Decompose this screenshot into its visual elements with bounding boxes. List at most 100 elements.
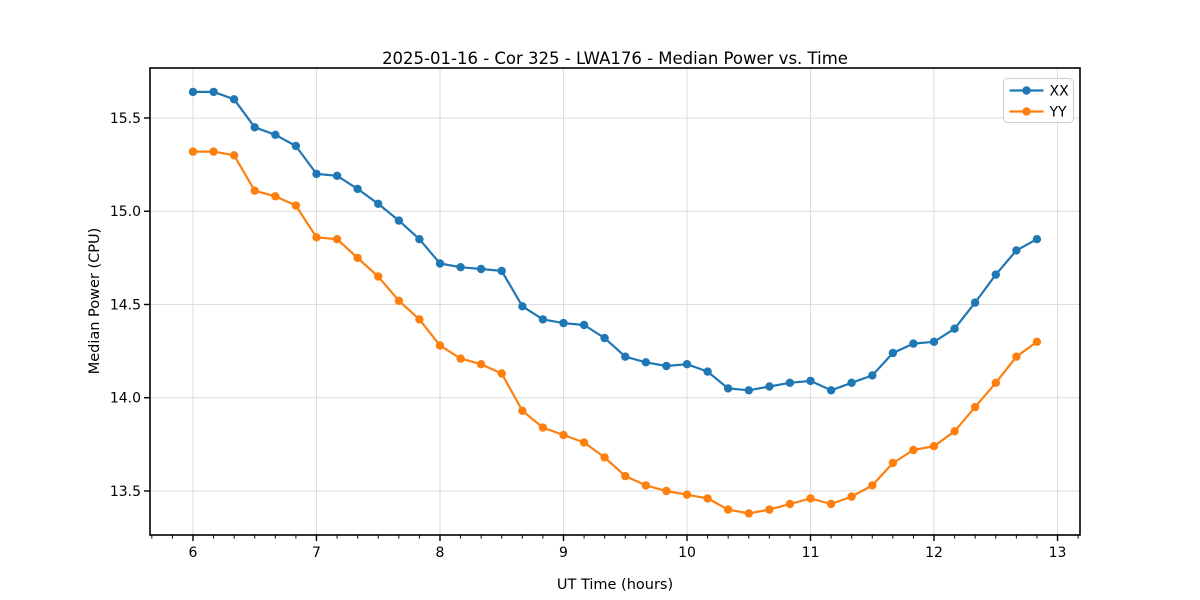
series-YY-marker bbox=[806, 494, 815, 503]
x-axis-label: UT Time (hours) bbox=[557, 577, 673, 593]
chart-title: 2025-01-16 - Cor 325 - LWA176 - Median P… bbox=[382, 49, 848, 68]
series-XX-marker bbox=[806, 376, 815, 386]
y-tick-label: 15.0 bbox=[110, 204, 141, 220]
series-XX-marker bbox=[785, 378, 795, 387]
series-XX-marker bbox=[312, 169, 321, 179]
series-YY-marker bbox=[888, 458, 898, 468]
series-YY-marker bbox=[909, 445, 918, 455]
series-XX-marker bbox=[888, 348, 898, 358]
series-YY-marker bbox=[970, 402, 980, 412]
series-YY-marker bbox=[847, 492, 856, 501]
legend-label-YY: YY bbox=[1049, 105, 1068, 121]
series-XX-marker bbox=[229, 95, 239, 104]
y-tick-label: 15.5 bbox=[110, 111, 141, 127]
x-tick-label: 11 bbox=[802, 545, 820, 561]
series-XX-marker bbox=[662, 361, 671, 371]
series-YY-marker bbox=[250, 186, 259, 195]
series-XX-marker bbox=[518, 302, 527, 311]
x-tick-label: 12 bbox=[925, 545, 943, 561]
series-YY-marker bbox=[271, 192, 280, 201]
series-XX-marker bbox=[497, 266, 506, 276]
y-tick-label: 14.5 bbox=[110, 297, 141, 313]
series-YY-marker bbox=[621, 471, 630, 481]
series-XX-marker bbox=[600, 333, 609, 343]
series-YY-marker bbox=[188, 147, 198, 156]
series-YY-marker bbox=[950, 427, 959, 436]
series-XX-marker bbox=[1032, 235, 1042, 244]
legend-sample-marker-XX bbox=[1022, 86, 1031, 95]
series-YY-marker bbox=[826, 499, 836, 509]
x-tick-label: 9 bbox=[559, 545, 568, 561]
series-XX-marker bbox=[929, 337, 939, 346]
series-XX-marker bbox=[291, 141, 301, 151]
series-XX-marker bbox=[723, 384, 733, 393]
series-YY-marker bbox=[785, 499, 795, 509]
x-tick-label: 8 bbox=[436, 545, 445, 561]
series-YY-marker bbox=[394, 296, 404, 305]
series-XX-marker bbox=[641, 358, 651, 367]
series-YY-marker bbox=[765, 505, 774, 514]
series-YY-marker bbox=[291, 201, 301, 210]
series-YY-marker bbox=[476, 360, 486, 369]
series-YY-marker bbox=[703, 494, 712, 503]
legend-sample-marker-YY bbox=[1022, 107, 1031, 116]
series-XX-marker bbox=[950, 324, 959, 333]
series-XX-marker bbox=[332, 171, 342, 180]
series-XX-marker bbox=[991, 270, 1000, 279]
series-YY-marker bbox=[723, 505, 733, 514]
y-axis-label: Median Power (CPU) bbox=[87, 228, 103, 375]
x-tick-label: 7 bbox=[312, 545, 321, 561]
series-XX-marker bbox=[435, 259, 445, 268]
axes-frame bbox=[149, 67, 1081, 536]
series-XX-marker bbox=[1012, 246, 1021, 255]
series-YY-marker bbox=[1032, 337, 1042, 346]
series-YY-marker bbox=[662, 486, 671, 496]
series-YY-marker bbox=[415, 315, 424, 324]
y-tick-label: 14.0 bbox=[110, 391, 141, 407]
series-XX-marker bbox=[476, 264, 486, 274]
series-XX-marker bbox=[868, 371, 877, 380]
series-XX-marker bbox=[682, 360, 692, 369]
series-YY-marker bbox=[538, 423, 548, 432]
series-YY-marker bbox=[435, 341, 445, 350]
series-XX-marker bbox=[456, 263, 465, 272]
series-YY-marker bbox=[744, 509, 753, 518]
series-YY-marker bbox=[929, 442, 939, 451]
series-XX-marker bbox=[271, 130, 280, 139]
series-XX-marker bbox=[703, 367, 712, 376]
series-YY-marker bbox=[456, 354, 465, 363]
series-YY-marker bbox=[579, 438, 589, 447]
series-XX-marker bbox=[847, 378, 856, 387]
series-YY-marker bbox=[641, 481, 651, 490]
series-XX-marker bbox=[538, 315, 548, 324]
series-XX-marker bbox=[970, 298, 980, 307]
series-YY-marker bbox=[1012, 352, 1021, 361]
series-YY-marker bbox=[600, 453, 609, 462]
plot-render-layer: 6 7 8 9 10 11 12 13 13.5 14.0 14.5 15.0 15.5 XX YY bbox=[110, 67, 1081, 561]
series-YY-marker bbox=[559, 430, 568, 440]
series-XX-marker bbox=[415, 235, 424, 244]
series-YY-marker bbox=[868, 481, 877, 490]
x-tick-label: 10 bbox=[678, 545, 696, 561]
series-XX-marker bbox=[250, 123, 259, 132]
series-XX-marker bbox=[909, 339, 918, 348]
series-XX-marker bbox=[374, 199, 383, 208]
series-YY-marker bbox=[312, 233, 321, 242]
series-YY-marker bbox=[497, 369, 506, 378]
series-XX-marker bbox=[209, 87, 218, 97]
series-XX-marker bbox=[826, 386, 836, 395]
series-YY-marker bbox=[332, 235, 342, 244]
series-XX-marker bbox=[579, 320, 589, 330]
series-XX-marker bbox=[353, 184, 362, 194]
series-XX-marker bbox=[188, 87, 198, 97]
series-YY-marker bbox=[229, 151, 239, 160]
x-tick-label: 6 bbox=[189, 545, 198, 561]
series-YY-marker bbox=[991, 378, 1000, 387]
series-XX-marker bbox=[744, 386, 753, 395]
series-YY-marker bbox=[353, 253, 362, 263]
series-XX-marker bbox=[621, 352, 630, 361]
y-tick-label: 13.5 bbox=[110, 484, 141, 500]
series-XX-marker bbox=[394, 216, 404, 225]
